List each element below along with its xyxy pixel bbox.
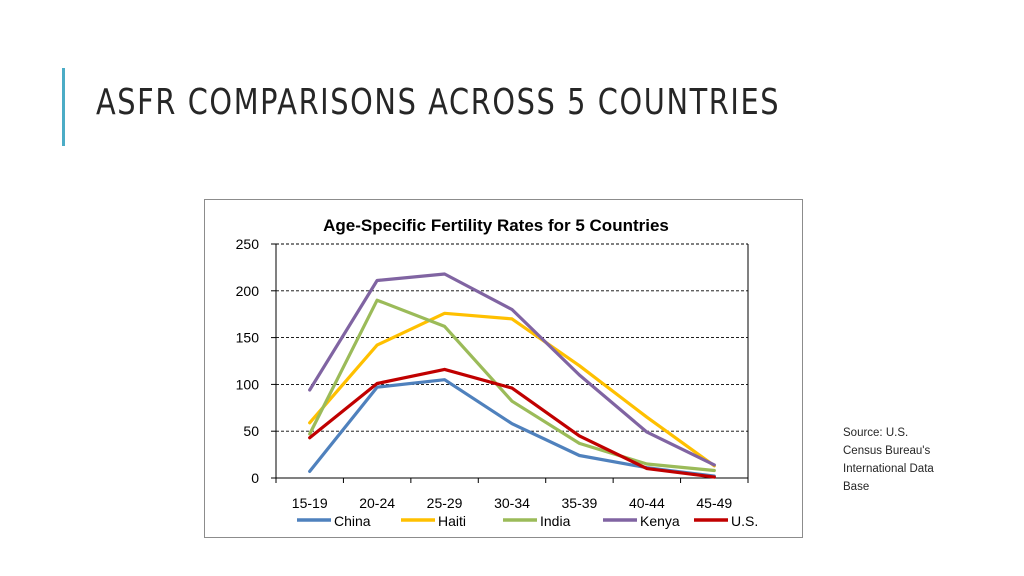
source-line: Source: U.S. [843, 427, 909, 439]
series-line-china [308, 378, 716, 478]
y-tick-label: 100 [236, 376, 260, 392]
series-line-haiti [308, 311, 716, 468]
series-line-us [308, 367, 716, 479]
legend-label: Haiti [438, 513, 466, 529]
source-line: Census Bureau's [843, 445, 931, 457]
chart-frame: Age-Specific Fertility Rates for 5 Count… [204, 199, 803, 538]
y-tick-label: 150 [236, 330, 260, 346]
legend-label: U.S. [731, 513, 758, 529]
y-tick-label: 50 [243, 423, 259, 439]
legend-label: Kenya [640, 513, 680, 529]
source-line: International Data [843, 463, 934, 475]
y-tick-label: 0 [251, 470, 259, 486]
x-tick-label: 40-44 [629, 495, 665, 511]
slide-title: ASFR COMPARISONS ACROSS 5 COUNTRIES [96, 82, 781, 123]
x-tick-label: 25-29 [427, 495, 463, 511]
x-tick-label: 30-34 [494, 495, 530, 511]
source-line: Base [843, 481, 870, 493]
x-tick-label: 15-19 [292, 495, 328, 511]
x-tick-label: 20-24 [359, 495, 395, 511]
source-note: Source: U.S. Census Bureau's Internation… [843, 424, 973, 496]
y-tick-label: 250 [236, 236, 260, 252]
series-line-kenya [308, 272, 716, 467]
x-tick-label: 35-39 [562, 495, 598, 511]
legend-label: India [540, 513, 571, 529]
fertility-chart: Age-Specific Fertility Rates for 5 Count… [236, 216, 759, 529]
chart-title: Age-Specific Fertility Rates for 5 Count… [323, 216, 669, 235]
series-line-india [308, 298, 716, 473]
legend-label: China [334, 513, 371, 529]
title-accent-bar [62, 68, 65, 146]
y-tick-label: 200 [236, 283, 260, 299]
x-tick-label: 45-49 [696, 495, 732, 511]
